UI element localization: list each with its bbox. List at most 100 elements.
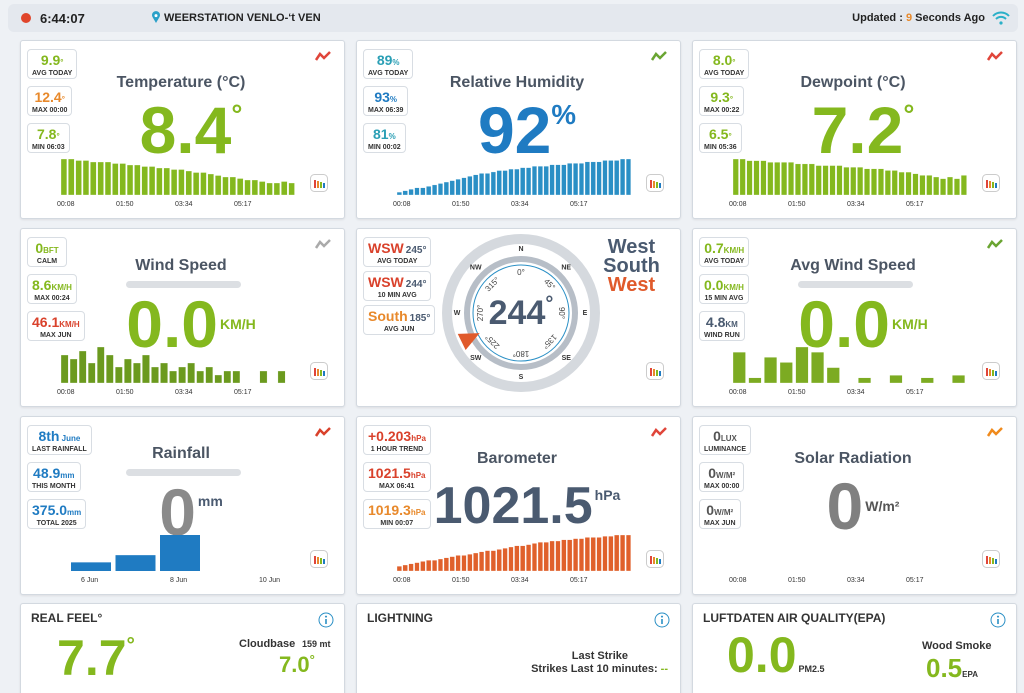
stat-line: 8.6KM/H: [32, 277, 72, 295]
sparkline: [61, 346, 286, 384]
history-bar: [746, 160, 753, 196]
time-label: 03:34: [175, 201, 193, 208]
history-bar: [156, 167, 163, 196]
stat-label: AVG TODAY: [377, 258, 418, 265]
history-bar: [414, 562, 420, 572]
stat-line: 7.8°: [32, 126, 65, 144]
chart-icon: [646, 362, 664, 380]
history-bar: [801, 163, 808, 196]
info-button[interactable]: [654, 612, 670, 628]
side-detail: 159 mt: [302, 639, 331, 649]
stat-label: MAX 00:00: [32, 107, 68, 114]
history-bar: [115, 366, 123, 384]
history-bar: [200, 172, 207, 196]
history-bar: [467, 176, 473, 196]
icon-bar: [986, 556, 988, 564]
stat-unit: %: [388, 132, 396, 141]
stat-unit: June: [59, 434, 81, 443]
history-bar: [437, 183, 443, 196]
stat-label: MAX JUN: [704, 520, 736, 527]
stat-unit: hPa: [411, 434, 426, 443]
stat-unit: hPa: [410, 471, 426, 480]
stat-detail: 185°: [409, 313, 431, 324]
stat-line: WSW 244°: [368, 274, 426, 292]
history-bar: [490, 171, 496, 196]
main-value: 0.0: [798, 287, 890, 361]
stat-box: 46.1KM/H MAX JUN: [27, 311, 85, 341]
icon-bar: [317, 181, 319, 188]
info-dot: [661, 615, 663, 618]
main-reading: 7.7 °: [41, 628, 151, 688]
stat-label: MAX 06:39: [368, 107, 404, 114]
icon-bar: [659, 183, 661, 188]
history-bar: [443, 557, 449, 572]
history-bar: [443, 181, 449, 196]
history-bar: [811, 351, 825, 384]
history-bar: [397, 191, 402, 196]
time-label: 01:50: [452, 577, 470, 584]
stat-box: South 185° AVG JUN: [363, 305, 436, 335]
history-bar: [473, 552, 479, 572]
history-bar: [222, 176, 229, 196]
stat-unit: mm: [60, 471, 75, 480]
trend-icon: [314, 239, 331, 249]
history-bar: [596, 161, 602, 196]
time-label: 01:50: [788, 577, 806, 584]
direction-value: 244: [489, 294, 546, 332]
history-bar: [926, 175, 933, 196]
stat-label: LAST RAINFALL: [32, 446, 87, 453]
time-label: 03:34: [847, 389, 865, 396]
stat-line: 4.8KM: [704, 314, 740, 332]
chart-icon: [982, 174, 1000, 192]
stat-box: +0.203hPa 1 HOUR TREND: [363, 425, 431, 455]
stat-value: 375.0: [32, 502, 68, 518]
stat-line: 0.7KM/H: [704, 240, 744, 258]
stat-value: 1021.5: [368, 465, 411, 481]
history-bar: [531, 166, 537, 196]
inner-ring: [472, 264, 570, 362]
degree-label: 0°: [517, 268, 525, 277]
history-bar: [185, 170, 192, 196]
history-bar: [549, 540, 555, 572]
icon-bar: [653, 181, 655, 188]
card-title: REAL FEEL°: [31, 611, 103, 625]
stat-card: 0BFT CALM 8.6KM/H MAX 00:24 46.1KM/H MAX JUN W…: [20, 228, 345, 407]
history-bar: [148, 166, 156, 196]
history-bar: [461, 555, 467, 572]
compass-point: NE: [561, 265, 571, 272]
history-bar: [578, 538, 584, 572]
history-bar: [402, 190, 408, 196]
stat-value: WSW: [368, 240, 404, 256]
main-reading: 8.4 °: [81, 93, 301, 167]
info-button[interactable]: [990, 612, 1006, 628]
side-label: Wood Smoke: [922, 640, 992, 652]
direction-pointer: [457, 333, 480, 351]
icon-bar: [986, 180, 988, 188]
x-label: 8 Jun: [170, 577, 188, 584]
lightning-line: Strikes Last 10 minutes: --: [531, 663, 668, 675]
info-button[interactable]: [318, 612, 334, 628]
card-title: Temperature (°C): [116, 74, 246, 91]
history-bar: [764, 357, 778, 384]
clock: 6:44:07: [40, 11, 85, 26]
stat-label: MAX 00:22: [704, 107, 740, 114]
stat-line: 8th June: [32, 428, 87, 446]
history-bar: [584, 537, 590, 572]
stat-detail: 245°: [405, 245, 427, 256]
history-bar: [402, 564, 408, 572]
chart-icon: [982, 550, 1000, 568]
stat-label: 10 MIN AVG: [377, 292, 417, 299]
stat-value: 0.0: [704, 277, 724, 293]
history-bar: [259, 181, 266, 196]
side-unit: °: [309, 652, 315, 667]
trend-icon: [314, 427, 331, 437]
stat-box: 6.5° MIN 05:36: [699, 123, 742, 153]
main-value: 92: [477, 93, 552, 167]
icon-bar: [653, 369, 655, 376]
main-value: 8.4: [139, 93, 232, 167]
x-label: 10 Jun: [259, 577, 281, 584]
icon-bar: [656, 558, 658, 564]
history-bar: [193, 172, 200, 196]
history-bar: [620, 158, 626, 196]
stat-unit: W/M²: [716, 471, 736, 480]
